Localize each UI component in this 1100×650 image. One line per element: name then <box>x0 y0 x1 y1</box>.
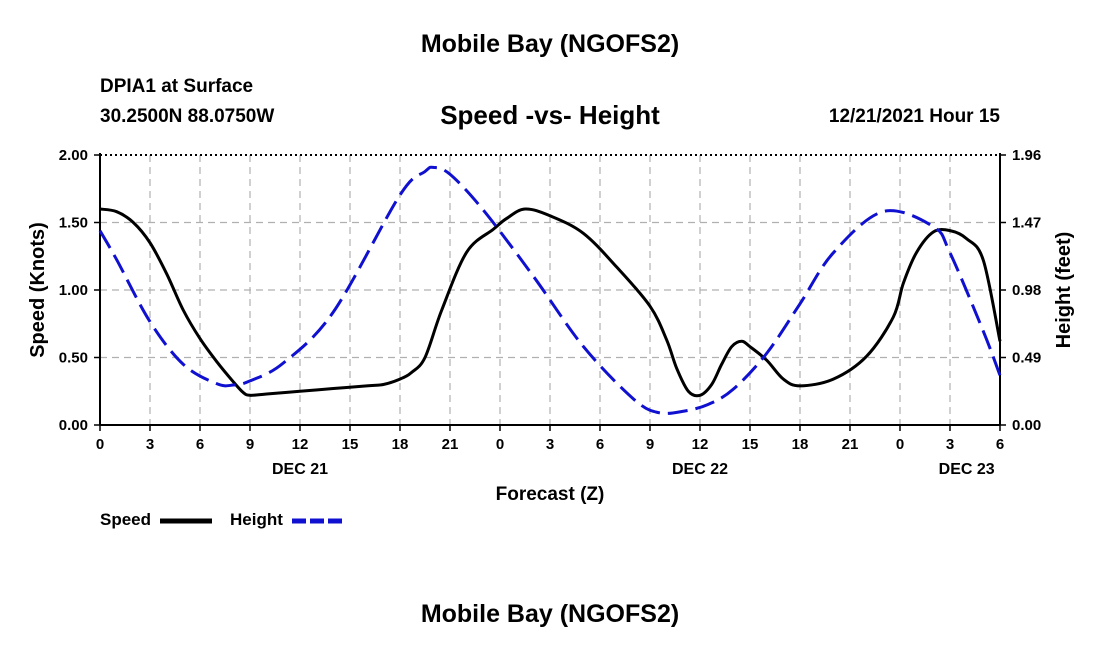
x-tick-label: 3 <box>146 436 154 453</box>
x-tick-label: 0 <box>896 436 904 453</box>
x-tick-label: 21 <box>442 436 459 453</box>
x-tick-label: 6 <box>996 436 1004 453</box>
x-axis-label: Forecast (Z) <box>496 484 605 505</box>
x-tick-label: 12 <box>292 436 309 453</box>
x-tick-label: 6 <box>596 436 604 453</box>
x-tick-label: 12 <box>692 436 709 453</box>
x-tick-label: 21 <box>842 436 859 453</box>
y2-tick-label: 1.96 <box>1012 147 1041 164</box>
y2-tick-label: 0.49 <box>1012 350 1041 367</box>
legend-speed-label: Speed <box>100 510 152 529</box>
y-tick-label: 1.50 <box>59 215 88 232</box>
y2-axis-label: Height (feet) <box>1053 232 1075 349</box>
y2-tick-label: 0.98 <box>1012 282 1041 299</box>
date-label: DEC 23 <box>939 461 995 478</box>
chart-title: Speed -vs- Height <box>440 100 660 130</box>
y-axis-label: Speed (Knots) <box>27 222 49 358</box>
x-tick-label: 15 <box>342 436 359 453</box>
y2-tick-label: 1.47 <box>1012 215 1041 232</box>
y-tick-label: 2.00 <box>59 147 88 164</box>
footer-title: Mobile Bay (NGOFS2) <box>420 600 680 628</box>
legend-height-swatch <box>292 518 344 524</box>
date-label: DEC 22 <box>672 461 728 478</box>
x-tick-label: 9 <box>646 436 654 453</box>
legend-height-label: Height <box>230 510 283 529</box>
x-tick-label: 6 <box>196 436 204 453</box>
x-tick-label: 15 <box>742 436 759 453</box>
station-label: DPIA1 at Surface <box>100 76 254 97</box>
legend-speed-swatch <box>160 518 212 524</box>
x-tick-label: 9 <box>246 436 254 453</box>
x-tick-label: 3 <box>946 436 954 453</box>
y-tick-label: 1.00 <box>59 282 88 299</box>
x-tick-label: 18 <box>792 436 809 453</box>
y-tick-label: 0.50 <box>59 350 88 367</box>
datetime-label: 12/21/2021 Hour 15 <box>828 106 1000 127</box>
x-tick-label: 0 <box>496 436 504 453</box>
y-tick-label: 0.00 <box>59 417 88 434</box>
y2-tick-label: 0.00 <box>1012 417 1041 434</box>
x-tick-label: 0 <box>96 436 104 453</box>
x-tick-label: 18 <box>392 436 409 453</box>
coordinates-label: 30.2500N 88.0750W <box>100 106 275 127</box>
page-title: Mobile Bay (NGOFS2) <box>420 30 680 58</box>
x-tick-label: 3 <box>546 436 554 453</box>
height-series-line <box>98 165 1002 415</box>
date-label: DEC 21 <box>272 461 328 478</box>
